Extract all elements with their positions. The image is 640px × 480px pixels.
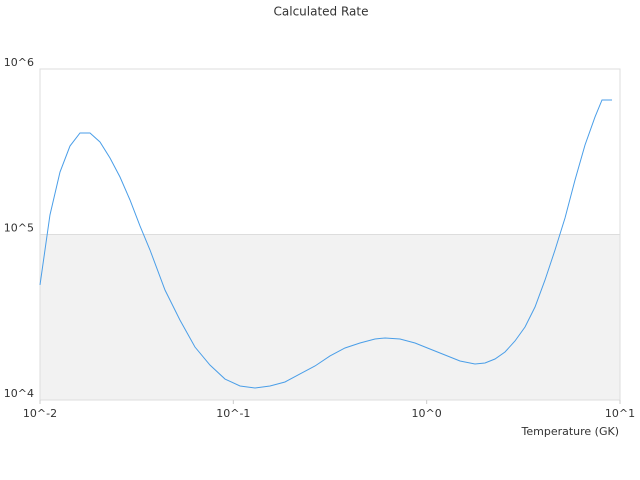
band <box>40 234 620 400</box>
y-tick-label: 10^5 <box>4 222 34 235</box>
x-axis-label: Temperature (GK) <box>521 425 620 438</box>
y-tick-label: 10^4 <box>4 387 34 400</box>
x-tick-label: 10^1 <box>605 407 635 420</box>
x-tick-label: 10^0 <box>412 407 442 420</box>
y-tick-label: 10^6 <box>4 56 34 69</box>
chart-title: Calculated Rate <box>274 5 369 19</box>
x-tick-label: 10^-1 <box>216 407 250 420</box>
x-tick-label: 10^-2 <box>23 407 57 420</box>
line-series <box>39 99 613 389</box>
